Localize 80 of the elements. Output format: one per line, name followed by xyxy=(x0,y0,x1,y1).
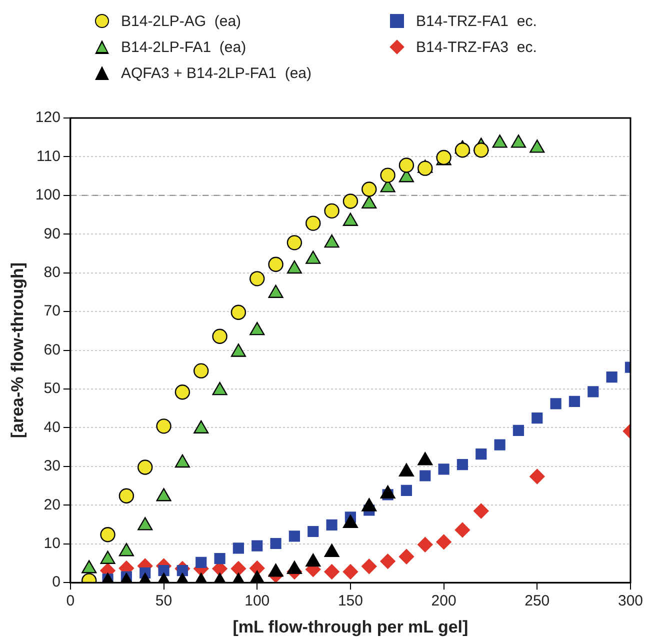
legend-label: B14-2LP-FA1 (ea) xyxy=(121,38,246,56)
point xyxy=(436,534,452,550)
point xyxy=(288,530,300,542)
x-tick-label: 250 xyxy=(524,592,550,610)
point xyxy=(212,328,228,344)
x-tick-label: 200 xyxy=(431,592,456,610)
point xyxy=(252,540,263,552)
point xyxy=(214,553,226,564)
point xyxy=(342,194,358,209)
x-tick-label: 100 xyxy=(244,592,270,610)
y-tick-label: 60 xyxy=(44,341,60,358)
x-tick-label: 150 xyxy=(338,592,363,610)
point xyxy=(270,538,282,550)
point xyxy=(118,488,134,504)
point xyxy=(268,256,284,272)
point xyxy=(532,412,543,424)
legend-label: B14-TRZ-FA3 ec. xyxy=(416,38,537,56)
point xyxy=(342,564,358,580)
point xyxy=(550,398,562,410)
point xyxy=(456,458,468,470)
point xyxy=(362,182,377,197)
point xyxy=(326,519,338,530)
point xyxy=(196,556,207,568)
point xyxy=(324,203,340,219)
point xyxy=(100,526,116,542)
point xyxy=(156,418,172,434)
x-tick-label: 50 xyxy=(155,592,172,610)
point xyxy=(474,503,489,519)
point xyxy=(362,558,377,574)
legend-label: AQFA3 + B14-2LP-FA1 (ea) xyxy=(121,64,312,82)
point xyxy=(306,216,321,231)
point xyxy=(230,561,246,576)
y-tick-label: 90 xyxy=(44,225,60,242)
y-axis-title: [area-% flow-through] xyxy=(8,262,27,438)
point xyxy=(158,565,170,576)
point xyxy=(400,484,412,496)
point xyxy=(418,537,433,552)
y-tick-label: 30 xyxy=(44,458,60,475)
point xyxy=(530,468,545,484)
x-axis-title: [mL flow-through per mL gel] xyxy=(232,617,468,636)
y-tick-label: 20 xyxy=(44,496,60,514)
y-tick-label: 80 xyxy=(44,264,60,282)
point xyxy=(494,439,506,450)
point xyxy=(418,160,433,176)
x-tick-label: 300 xyxy=(618,592,643,610)
point xyxy=(588,386,599,398)
point xyxy=(138,460,153,475)
point xyxy=(512,424,524,436)
legend-label: B14-TRZ-FA1 ec. xyxy=(416,12,537,30)
y-tick-label: 50 xyxy=(44,380,60,398)
y-tick-label: 70 xyxy=(44,302,60,320)
y-tick-label: 100 xyxy=(35,186,60,204)
point xyxy=(606,371,618,383)
point xyxy=(286,235,302,250)
point xyxy=(454,522,470,538)
point xyxy=(194,363,209,378)
point xyxy=(324,564,340,580)
point xyxy=(250,271,265,286)
point xyxy=(398,158,414,173)
legend-label: B14-2LP-AG (ea) xyxy=(121,12,242,30)
point xyxy=(174,384,190,400)
y-tick-label: 110 xyxy=(36,148,60,165)
y-tick-label: 0 xyxy=(52,574,60,591)
point xyxy=(380,168,396,183)
point xyxy=(308,526,319,538)
x-tick-label: 0 xyxy=(66,592,75,610)
point xyxy=(438,464,450,475)
point xyxy=(398,549,414,564)
point xyxy=(176,565,188,576)
y-tick-label: 120 xyxy=(35,109,60,126)
point xyxy=(232,542,244,554)
point xyxy=(420,470,431,482)
point xyxy=(454,142,470,158)
point xyxy=(476,448,487,460)
point xyxy=(380,554,396,569)
y-tick-label: 40 xyxy=(44,418,60,436)
point xyxy=(474,142,489,158)
y-tick-label: 10 xyxy=(44,535,60,552)
point xyxy=(568,396,580,407)
point xyxy=(230,304,246,320)
